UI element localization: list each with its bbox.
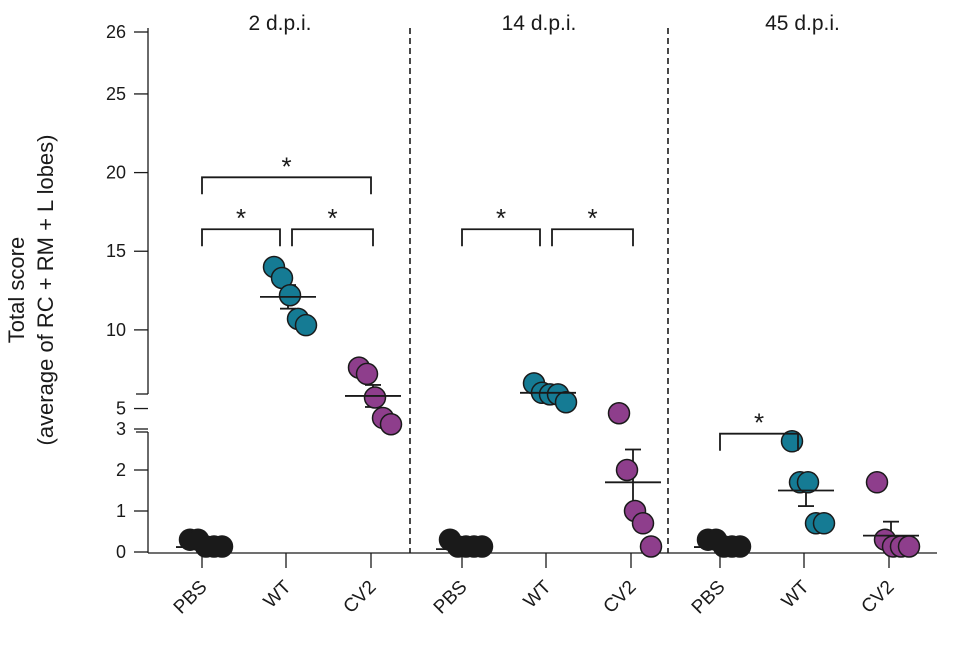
data-point-cv2 <box>355 362 379 386</box>
data-point-cv2 <box>865 471 889 494</box>
y-tick-label: 0 <box>116 542 126 562</box>
y-tick-label: 20 <box>106 163 126 183</box>
x-category-label: PBS <box>430 577 472 619</box>
panel-title: 14 d.p.i. <box>502 12 577 35</box>
x-category-label: PBS <box>170 577 212 619</box>
data-point-wt <box>294 313 318 337</box>
plot-area: 0 1 2 35 10 15 20 25 26 2 d.p.i. PBS WT CV2 * * * 14 d.p… <box>106 12 937 618</box>
data-point-pbs <box>470 535 494 558</box>
significance-star: * <box>587 203 597 233</box>
data-point-wt <box>554 390 578 414</box>
x-category-label: CV2 <box>340 577 381 618</box>
panel-title: 45 d.p.i. <box>765 12 840 35</box>
y-tick-label: 10 <box>106 320 126 340</box>
data-point-cv2 <box>607 402 631 425</box>
y-tick-label: 3 <box>116 419 126 439</box>
y-tick-label: 15 <box>106 241 126 261</box>
x-category-label: WT <box>520 576 556 612</box>
significance-bracket <box>719 432 799 451</box>
data-point-wt <box>812 512 836 535</box>
x-category-label: CV2 <box>858 577 899 618</box>
significance-star: * <box>236 203 246 233</box>
significance-bracket <box>201 228 281 247</box>
panel-title: 2 d.p.i. <box>248 12 311 35</box>
data-point-cv2 <box>897 535 921 558</box>
data-point-cv2 <box>615 458 639 482</box>
significance-star: * <box>327 203 337 233</box>
y-tick-label: 1 <box>116 501 126 521</box>
data-point-cv2 <box>379 413 403 436</box>
significance-star: * <box>496 203 506 233</box>
y-tick-label: 26 <box>106 22 126 42</box>
data-point-cv2 <box>631 512 655 535</box>
y-tick-label: 2 <box>116 460 126 480</box>
data-point-cv2 <box>639 535 663 558</box>
y-axis-sublabel: (average of RC + RM + L lobes) <box>33 135 58 446</box>
significance-bracket <box>291 228 374 247</box>
data-point-wt <box>796 471 820 494</box>
y-tick-label: 5 <box>116 399 126 419</box>
significance-bracket <box>461 228 541 247</box>
x-category-label: CV2 <box>600 577 641 618</box>
significance-bracket <box>551 228 634 247</box>
x-category-label: WT <box>778 576 814 612</box>
data-point-wt <box>278 284 302 307</box>
significance-star: * <box>754 408 764 438</box>
y-axis-label: Total score <box>4 237 29 343</box>
significance-star: * <box>281 151 291 181</box>
x-category-label: PBS <box>688 577 730 619</box>
y-tick-label: 25 <box>106 84 126 104</box>
data-point-cv2 <box>363 386 387 409</box>
significance-bracket <box>201 176 372 195</box>
x-category-label: WT <box>260 576 296 612</box>
